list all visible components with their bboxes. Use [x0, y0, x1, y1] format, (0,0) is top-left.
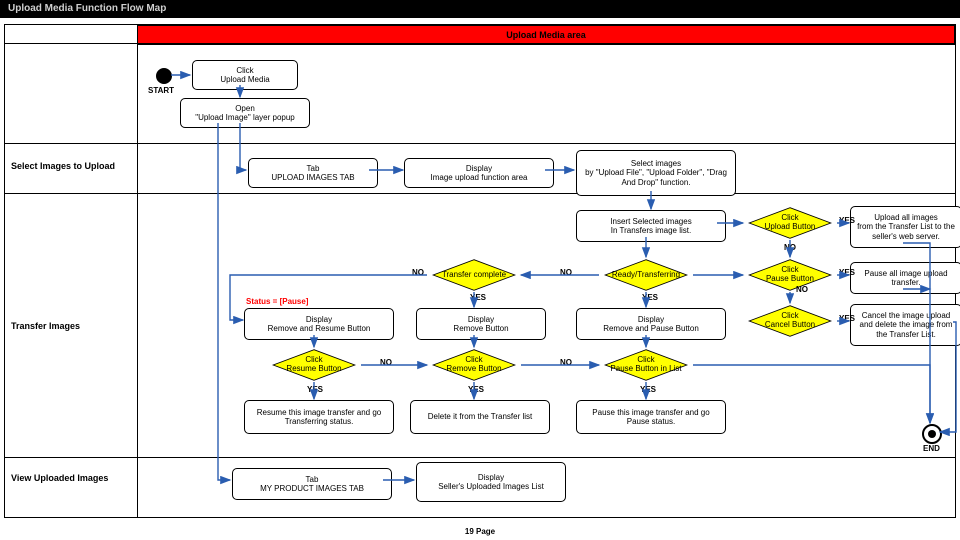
no-label: NO	[560, 268, 572, 277]
page-footer: 19 Page	[0, 527, 960, 536]
diamond-remove-button: ClickRemove Button	[428, 348, 520, 382]
diamond-label: Ready/Transferring	[606, 271, 686, 280]
diamond-label: ClickUpload Button	[759, 214, 822, 232]
no-label: NO	[560, 358, 572, 367]
node-resume-transfer: Resume this image transfer and go Transf…	[244, 400, 394, 434]
end-node	[922, 424, 942, 444]
diamond-label: ClickCancel Button	[759, 312, 821, 330]
diamond-label: ClickRemove Button	[440, 356, 507, 374]
node-click-upload-media: ClickUpload Media	[192, 60, 298, 90]
diamond-resume-button: ClickResume Button	[268, 348, 360, 382]
diamond-label: Transfer complete	[436, 271, 512, 280]
no-label: NO	[380, 358, 392, 367]
title-bar: Upload Media Function Flow Map	[0, 0, 960, 18]
node-display-remove-pause: DisplayRemove and Pause Button	[576, 308, 726, 340]
row-line	[5, 43, 955, 44]
node-cancel-upload: Cancel the image upload and delete the i…	[850, 304, 960, 346]
node-display-remove: DisplayRemove Button	[416, 308, 546, 340]
header-band: Upload Media area	[137, 25, 955, 45]
diamond-ready-transferring: Ready/Transferring	[600, 258, 692, 292]
row-line	[5, 193, 955, 194]
no-label: NO	[784, 243, 796, 252]
diamond-pause-button: ClickPause Button	[744, 258, 836, 292]
yes-label: YES	[642, 293, 658, 302]
yes-label: YES	[468, 385, 484, 394]
node-display-upload-area: DisplayImage upload function area	[404, 158, 554, 188]
end-label: END	[923, 444, 940, 453]
yes-label: YES	[640, 385, 656, 394]
node-upload-all: Upload all imagesfrom the Transfer List …	[850, 206, 960, 248]
node-tab-upload-images: TabUPLOAD IMAGES TAB	[248, 158, 378, 188]
no-label: NO	[412, 268, 424, 277]
diamond-transfer-complete: Transfer complete	[428, 258, 520, 292]
diamond-upload-button: ClickUpload Button	[744, 206, 836, 240]
lane-label-2: Transfer Images	[11, 321, 133, 331]
yes-label: YES	[470, 293, 486, 302]
node-delete-from-list: Delete it from the Transfer list	[410, 400, 550, 434]
node-select-images: Select imagesby "Upload File", "Upload F…	[576, 150, 736, 196]
lane-label-3: View Uploaded Images	[11, 473, 133, 483]
lane-label-1: Select Images to Upload	[11, 161, 133, 171]
diamond-pause-in-list: ClickPause Button in List	[600, 348, 692, 382]
yes-label: YES	[839, 268, 855, 277]
yes-label: YES	[839, 216, 855, 225]
node-display-remove-resume: DisplayRemove and Resume Button	[244, 308, 394, 340]
diamond-label: ClickPause Button in List	[604, 356, 687, 374]
row-line	[5, 457, 955, 458]
node-pause-all: Pause all image upload transfer.	[850, 262, 960, 294]
row-line	[5, 143, 955, 144]
no-label: NO	[796, 285, 808, 294]
yes-label: YES	[307, 385, 323, 394]
node-tab-my-product: TabMY PRODUCT IMAGES TAB	[232, 468, 392, 500]
node-open-popup: Open"Upload Image" layer popup	[180, 98, 310, 128]
yes-label: YES	[839, 314, 855, 323]
status-label: Status = [Pause]	[246, 297, 308, 306]
diamond-label: ClickResume Button	[280, 356, 347, 374]
node-insert-transfer-list: Insert Selected imagesIn Transfers image…	[576, 210, 726, 242]
col-divider	[137, 43, 138, 517]
diamond-cancel-button: ClickCancel Button	[744, 304, 836, 338]
start-node	[156, 68, 172, 84]
diamond-label: ClickPause Button	[760, 266, 820, 284]
node-display-uploaded-list: DisplaySeller's Uploaded Images List	[416, 462, 566, 502]
start-label: START	[148, 86, 174, 95]
node-pause-transfer: Pause this image transfer and go Pause s…	[576, 400, 726, 434]
